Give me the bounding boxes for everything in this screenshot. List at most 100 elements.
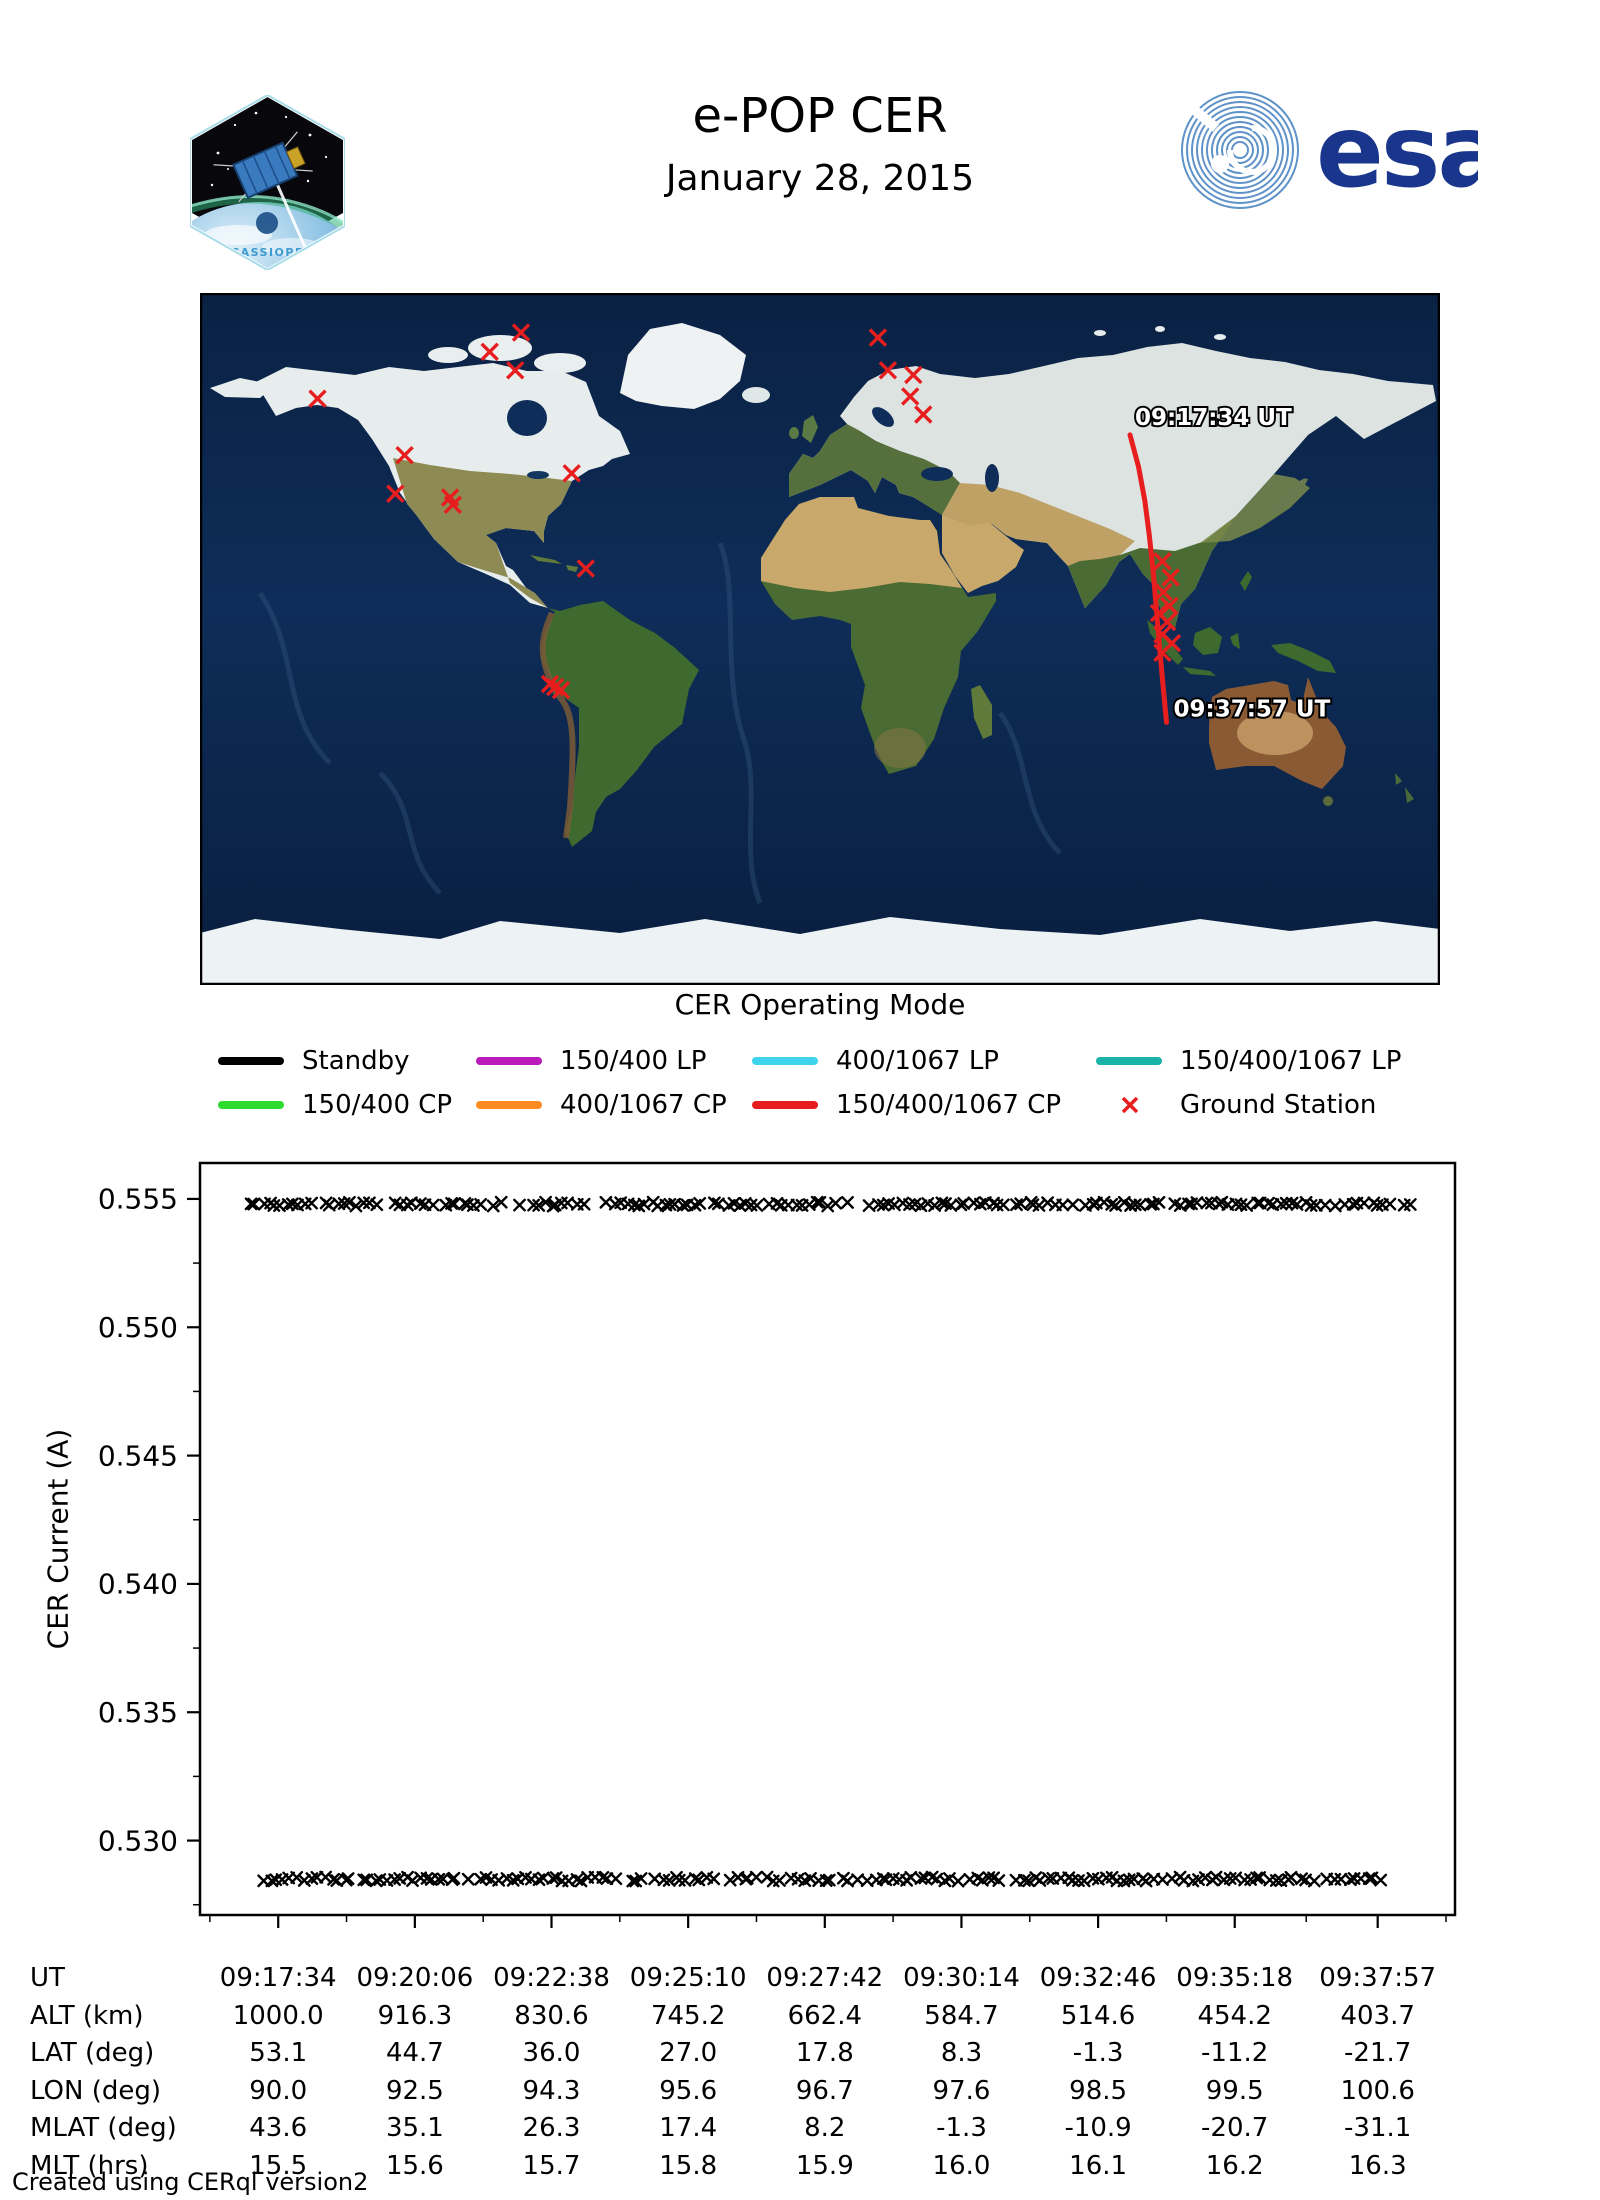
table-cell: 15.9 xyxy=(795,2150,854,2181)
table-cell: 09:22:38 xyxy=(493,1963,610,1993)
ground-station-x-icon xyxy=(878,361,898,380)
table-cell: 15.7 xyxy=(522,2150,581,2181)
table-cell: 454.2 xyxy=(1197,2000,1272,2031)
table-cell: 916.3 xyxy=(377,2000,453,2031)
table-cell: 96.7 xyxy=(795,2075,854,2106)
cer-current-plot: 0.530 0.535 0.540 0.545 0.550 0.555 xyxy=(98,1161,1457,1928)
table-row-label: MLT (hrs) xyxy=(30,2150,149,2181)
ground-station-x-icon xyxy=(511,323,531,342)
table-cell: 98.5 xyxy=(1069,2075,1128,2106)
ground-station-x-icon xyxy=(386,484,405,503)
track-start-time-label: 09:17:34 UT xyxy=(1135,405,1292,431)
ground-station-x-icon xyxy=(308,389,327,408)
esa-orb-icon xyxy=(1181,91,1299,209)
table-cell: -20.7 xyxy=(1201,2113,1269,2143)
legend-entry-label: 150/400/1067 LP xyxy=(1180,1046,1402,1076)
world-map: 09:17:34 UT 09:37:57 UT xyxy=(200,293,1440,985)
table-cell: 09:37:57 xyxy=(1319,1963,1437,1993)
legend-line-swatch xyxy=(218,1101,284,1109)
table-cell: 830.6 xyxy=(514,2000,589,2031)
ground-station-x-icon xyxy=(1160,596,1179,616)
legend-line-swatch xyxy=(218,1057,284,1065)
table-cell: 99.5 xyxy=(1205,2075,1264,2106)
ground-station-x-icon xyxy=(868,328,888,347)
table-cell: 15.8 xyxy=(659,2150,718,2181)
ground-station-x-icon xyxy=(904,365,923,385)
table-cell: 09:35:18 xyxy=(1176,1963,1294,1993)
legend-entry-label: Ground Station xyxy=(1180,1090,1377,1120)
table-cell: 745.2 xyxy=(650,2000,726,2031)
ground-stations xyxy=(308,323,1182,700)
table-row-label: MLAT (deg) xyxy=(30,2113,177,2143)
table-row-label: LAT (deg) xyxy=(30,2038,155,2068)
y-tick-label: 0.535 xyxy=(98,1696,178,1729)
table-cell: 26.3 xyxy=(522,2113,581,2143)
table-cell: -11.2 xyxy=(1201,2038,1269,2068)
table-cell: -1.3 xyxy=(1072,2038,1124,2068)
table-cell: -21.7 xyxy=(1344,2038,1412,2068)
ground-station-x-icon xyxy=(1157,612,1177,632)
legend-entry-label: 400/1067 LP xyxy=(836,1046,999,1076)
table-cell: 15.5 xyxy=(249,2150,308,2181)
table-cell: 09:32:46 xyxy=(1039,1963,1157,1993)
track-end-time-label: 09:37:57 UT xyxy=(1174,696,1331,722)
plot-frame xyxy=(198,1161,1457,1917)
table-cell: 09:17:34 xyxy=(219,1963,337,1993)
ground-station-x-icon xyxy=(562,464,581,483)
y-tick-label: 0.530 xyxy=(98,1824,178,1857)
legend-entry-label: 150/400 LP xyxy=(560,1046,707,1076)
table-cell: 584.7 xyxy=(924,2000,999,2031)
table-cell: 94.3 xyxy=(522,2075,581,2106)
table-cell: 17.8 xyxy=(795,2038,854,2068)
table-cell: 514.6 xyxy=(1060,2000,1136,2031)
footer-credit: Created using CERql version2 xyxy=(12,2168,369,2196)
table-cell: -31.1 xyxy=(1344,2113,1412,2143)
scatter-series-markers xyxy=(257,1870,1388,1888)
satellite-track xyxy=(1127,432,1170,725)
table-cell: 09:27:42 xyxy=(766,1963,884,1993)
y-tick-label: 0.555 xyxy=(98,1183,178,1216)
table-cell: 36.0 xyxy=(522,2038,581,2068)
table-cell: 16.3 xyxy=(1348,2150,1407,2181)
continents xyxy=(200,323,1440,985)
table-cell: 662.4 xyxy=(787,2000,863,2031)
table-cell: 1000.0 xyxy=(232,2000,324,2031)
legend-line-swatch xyxy=(1096,1057,1162,1065)
ground-station-x-icon xyxy=(551,680,571,700)
table-cell: 16.2 xyxy=(1205,2150,1264,2181)
table-cell: 27.0 xyxy=(659,2038,718,2068)
ground-station-x-icon xyxy=(900,387,920,406)
table-cell: 97.6 xyxy=(932,2075,991,2106)
table-cell: 16.0 xyxy=(932,2150,991,2181)
legend-line-swatch xyxy=(476,1101,542,1109)
track-line xyxy=(1127,432,1170,725)
table-cell: 15.6 xyxy=(385,2150,444,2181)
satellite-icon xyxy=(213,131,313,203)
esa-wordmark: esa xyxy=(1316,93,1478,210)
table-row-label: UT xyxy=(30,1963,65,1993)
table-row-label: ALT (km) xyxy=(30,2000,144,2031)
table-cell: 16.1 xyxy=(1069,2150,1128,2181)
ground-station-x-icon xyxy=(505,361,525,380)
table-cell: 8.2 xyxy=(804,2113,846,2143)
scatter-series-markers xyxy=(244,1195,1417,1213)
table-cell: 100.6 xyxy=(1340,2075,1415,2106)
table-cell: 09:30:14 xyxy=(903,1963,1020,1993)
ground-station-x-icon xyxy=(1153,552,1172,571)
table-cell: 8.3 xyxy=(940,2038,983,2068)
patch-label: CASSIOPE xyxy=(231,246,304,259)
cassiope-mission-patch: CASSIOPE xyxy=(190,95,345,270)
table-cell: -1.3 xyxy=(936,2113,987,2143)
y-tick-label: 0.550 xyxy=(98,1311,178,1344)
ground-station-x-icon xyxy=(1154,582,1173,602)
table-cell: 09:20:06 xyxy=(356,1963,474,1993)
legend-line-swatch xyxy=(476,1057,542,1065)
legend-entry-label: 150/400 CP xyxy=(302,1090,453,1120)
legend-entry-label: 400/1067 CP xyxy=(560,1090,727,1120)
table-cell: 92.5 xyxy=(385,2075,444,2106)
page-title: e-POP CER xyxy=(692,88,948,144)
ground-station-x-icon xyxy=(914,405,933,424)
legend-line-swatch xyxy=(752,1101,818,1109)
ground-station-x-icon xyxy=(576,559,596,578)
table-cell: 43.6 xyxy=(249,2113,308,2143)
